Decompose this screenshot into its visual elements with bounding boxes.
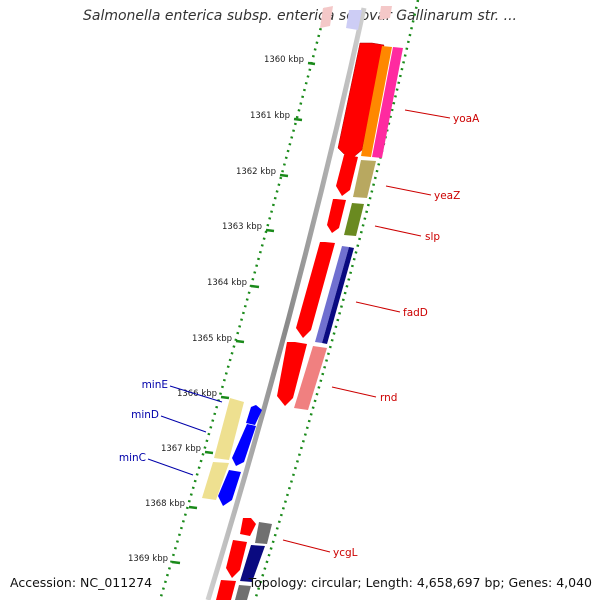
tick-label: 1368 kbp [145,499,185,509]
gene-label-fadD[interactable]: fadD [403,307,428,319]
gene-label-minC[interactable]: minC [119,452,146,464]
feature-slp-group[interactable] [327,199,364,236]
gene-label-yoaA[interactable]: yoaA [453,113,480,125]
gene-block-blue-3[interactable] [218,470,241,506]
cog-bar-olive[interactable] [353,160,376,198]
cog-bar-navy[interactable] [240,545,265,582]
gene-block-blue-2[interactable] [232,424,256,466]
accession-text: Accession: NC_011274 [10,575,153,590]
feature-rnd-group[interactable] [277,342,327,410]
feature-min-group[interactable] [202,398,262,506]
gene-label-minD[interactable]: minD [131,409,159,421]
leader-line [374,225,422,237]
cog-bar-gray[interactable] [255,522,272,544]
gene-block-blue-1[interactable] [246,405,262,425]
cog-bar-green[interactable] [344,203,364,236]
gene-label-rnd[interactable]: rnd [380,392,397,404]
leader-line [160,415,207,433]
leader-line [385,185,432,196]
gene-block[interactable] [277,342,307,406]
gene-label-minE[interactable]: minE [142,379,168,391]
outer-dotted-guide [253,0,420,600]
leader-line [282,539,331,553]
tick-label: 1361 kbp [250,111,290,121]
map-title: Salmonella enterica subsp. enterica sero… [83,8,517,24]
feature-ycgL-group[interactable] [216,518,272,600]
genome-backbone [205,7,367,600]
gene-label-yeaZ[interactable]: yeaZ [434,190,460,202]
gene-block[interactable] [216,580,236,600]
cog-bar-salmon[interactable] [294,346,327,410]
leader-line [355,301,401,313]
gene-block[interactable] [240,518,256,536]
leader-line [147,458,194,476]
cog-bar-lavender[interactable] [315,246,349,343]
top-faint-features [320,6,392,30]
gene-block[interactable] [336,155,358,196]
inner-dotted-guide [158,7,328,600]
gene-label-ycgL[interactable]: ycgL [333,547,358,559]
genome-summary-text: Topology: circular; Length: 4,658,697 bp… [248,575,592,590]
cog-bar-yellow-1[interactable] [214,398,244,460]
cog-bar-yellow-2[interactable] [202,462,229,500]
tick-label: 1367 kbp [161,444,201,454]
leader-line [331,386,377,398]
gene-block[interactable] [296,242,335,338]
gene-block[interactable] [327,199,346,233]
tick-label: 1365 kbp [192,334,232,344]
feature-fadD-group[interactable] [296,242,354,344]
tick-label: 1362 kbp [236,167,276,177]
tick-label: 1360 kbp [264,55,304,65]
cog-bar-gray[interactable] [235,585,251,600]
gene-label-slp[interactable]: slp [425,231,440,243]
cog-bar-orange[interactable] [361,46,392,157]
tick-label: 1364 kbp [207,278,247,288]
tick-label: 1369 kbp [128,554,168,564]
leader-line [404,109,451,119]
tick-label: 1363 kbp [222,222,262,232]
feature-yeaZ-group[interactable] [336,155,376,198]
leader-line [169,385,223,403]
tick-marks [171,61,316,565]
gene-block[interactable] [226,540,247,578]
cog-bar-pink[interactable] [372,47,403,158]
feature-yoaA-group[interactable] [337,42,403,161]
cog-bar-navy[interactable] [322,247,354,344]
